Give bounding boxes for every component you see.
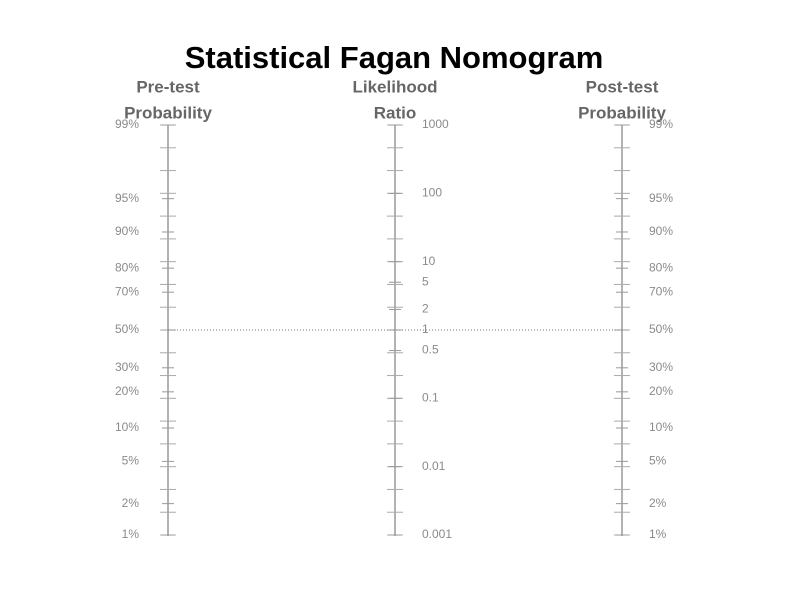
tick-label: 2%	[649, 496, 667, 510]
tick-label: 90%	[115, 224, 139, 238]
tick-label: 95%	[115, 191, 139, 205]
tick-label: 80%	[115, 260, 139, 274]
tick-label: 2	[422, 302, 429, 316]
tick-label: 0.1	[422, 391, 439, 405]
tick-label: 99%	[115, 117, 139, 131]
tick-label: 1000	[422, 117, 449, 131]
axis-title: Probability	[124, 103, 212, 122]
tick-label: 100	[422, 186, 442, 200]
tick-label: 10	[422, 254, 436, 268]
tick-label: 1%	[122, 527, 140, 541]
axis-title: Pre-test	[136, 77, 200, 96]
tick-label: 80%	[649, 260, 673, 274]
tick-label: 1	[422, 322, 429, 336]
tick-label: 70%	[649, 284, 673, 298]
tick-label: 30%	[649, 360, 673, 374]
tick-label: 0.001	[422, 527, 452, 541]
tick-label: 5%	[122, 454, 140, 468]
chart-title: Statistical Fagan Nomogram	[185, 40, 604, 75]
tick-label: 99%	[649, 117, 673, 131]
tick-label: 1%	[649, 527, 667, 541]
tick-label: 2%	[122, 496, 140, 510]
tick-label: 90%	[649, 224, 673, 238]
tick-label: 0.01	[422, 459, 446, 473]
tick-label: 0.5	[422, 343, 439, 357]
tick-label: 10%	[115, 420, 139, 434]
tick-label: 50%	[649, 322, 673, 336]
axis-title: Ratio	[374, 103, 417, 122]
tick-label: 95%	[649, 191, 673, 205]
tick-label: 70%	[115, 284, 139, 298]
tick-label: 20%	[115, 384, 139, 398]
tick-label: 5	[422, 274, 429, 288]
axis-title: Probability	[578, 103, 666, 122]
tick-label: 50%	[115, 322, 139, 336]
tick-label: 20%	[649, 384, 673, 398]
tick-label: 10%	[649, 420, 673, 434]
tick-label: 30%	[115, 360, 139, 374]
axis-title: Likelihood	[353, 77, 438, 96]
tick-label: 5%	[649, 454, 667, 468]
axis-title: Post-test	[586, 77, 659, 96]
